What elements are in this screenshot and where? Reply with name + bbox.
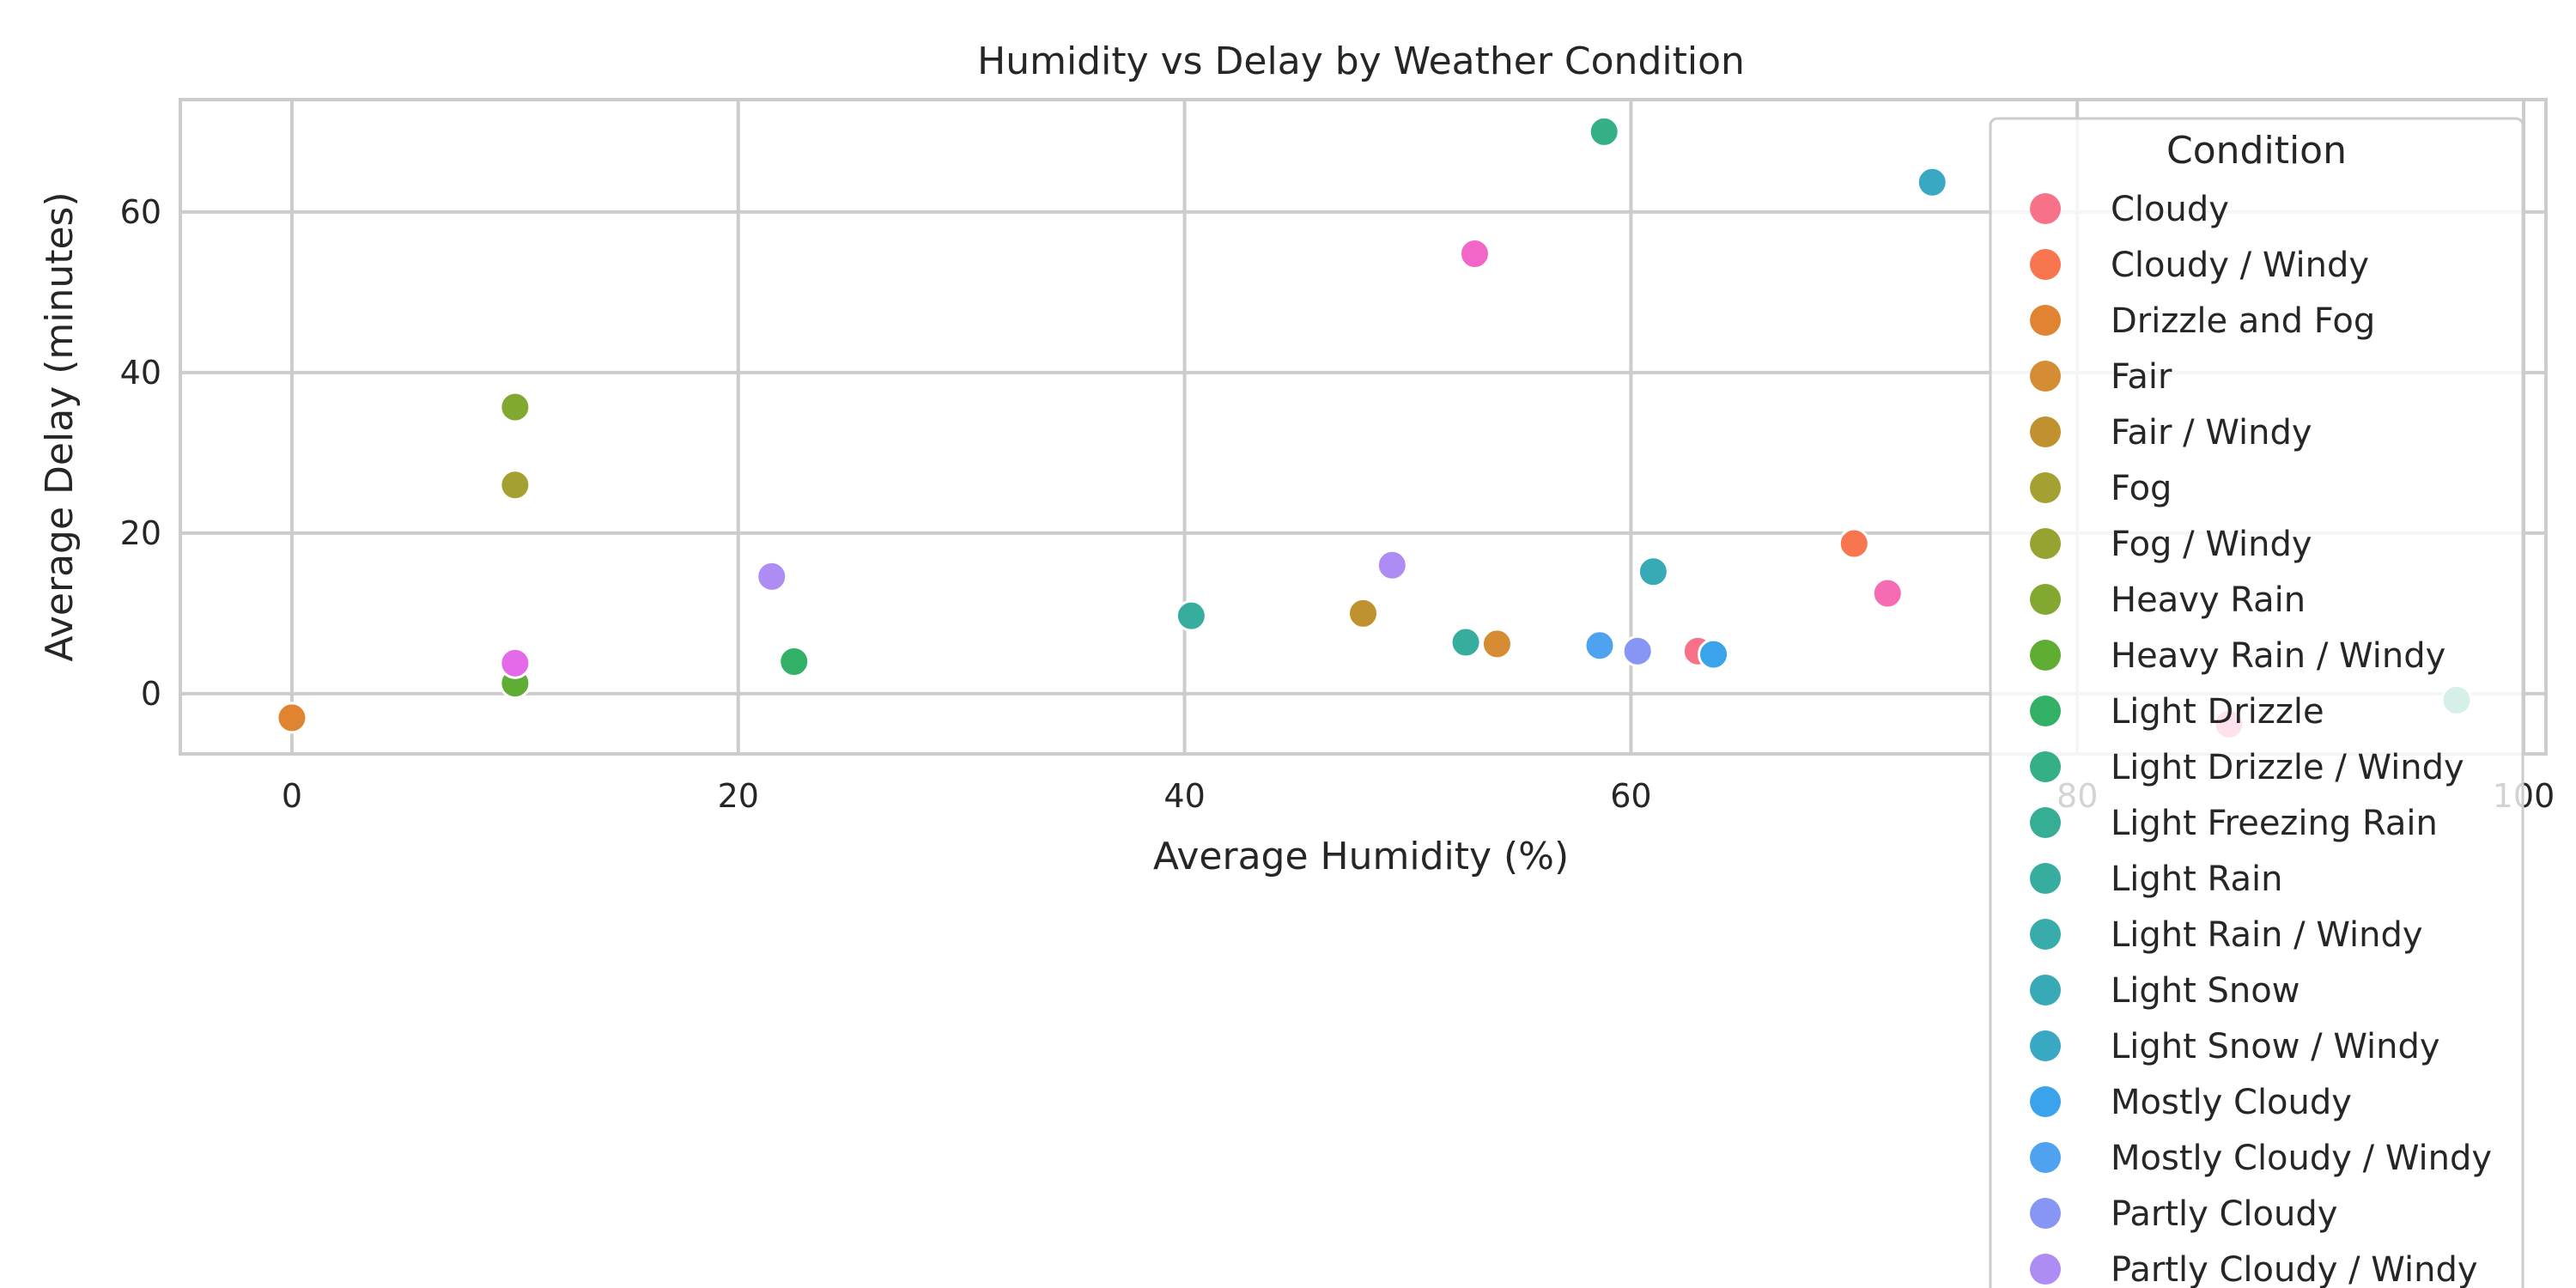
legend-marker: [2030, 919, 2061, 950]
legend-label: Cloudy / Windy: [2111, 246, 2369, 285]
data-point: [1175, 599, 1207, 632]
data-point: [756, 560, 788, 592]
legend-marker: [2030, 361, 2061, 392]
data-point: [1637, 556, 1669, 588]
legend-label: Light Freezing Rain: [2111, 804, 2438, 843]
legend-marker: [2030, 696, 2061, 726]
data-point: [1588, 115, 1620, 148]
legend-label: Drizzle and Fog: [2111, 301, 2375, 341]
legend-marker: [2030, 863, 2061, 894]
legend-label: Light Drizzle: [2111, 692, 2324, 732]
data-point: [1838, 527, 1870, 560]
legend-marker: [2030, 416, 2061, 447]
data-points: [276, 115, 2473, 740]
y-axis-label: Average Delay (minutes): [38, 191, 82, 661]
legend-label: Light Rain / Windy: [2111, 915, 2423, 955]
legend-marker: [2030, 1254, 2061, 1285]
data-point: [1583, 629, 1616, 662]
legend-marker: [2030, 528, 2061, 559]
legend-label: Light Snow: [2111, 971, 2300, 1011]
plot-frame: [179, 98, 2548, 756]
legend-label: Heavy Rain / Windy: [2111, 636, 2445, 676]
legend-marker: [2030, 584, 2061, 615]
legend-label: Light Rain: [2111, 860, 2282, 899]
legend-label: Fog: [2111, 469, 2172, 508]
y-tick-label: 60: [120, 193, 161, 231]
data-point: [1347, 597, 1379, 629]
legend-marker: [2030, 1198, 2061, 1229]
legend-items: Cloudy Cloudy / Windy Drizzle and Fog Fair F…: [2030, 190, 2492, 1288]
y-tick-label: 0: [141, 675, 161, 713]
legend-marker: [2030, 1086, 2061, 1117]
legend-marker: [2030, 975, 2061, 1005]
y-tick-label: 20: [120, 514, 161, 552]
legend-marker: [2030, 807, 2061, 838]
legend-marker: [2030, 1142, 2061, 1173]
legend-marker: [2030, 249, 2061, 280]
data-point: [1621, 635, 1654, 667]
data-point: [1376, 549, 1408, 581]
data-point: [1449, 626, 1482, 659]
data-point: [1480, 628, 1513, 660]
tick-labels: 0204060801000204060: [120, 193, 2555, 815]
legend-marker: [2030, 1030, 2061, 1061]
x-tick-label: 20: [718, 777, 759, 815]
data-point: [1698, 638, 1730, 671]
legend-title: Condition: [2166, 129, 2347, 173]
x-tick-label: 60: [1610, 777, 1651, 815]
chart-title: Humidity vs Delay by Weather Condition: [977, 39, 1745, 83]
legend-label: Mostly Cloudy: [2111, 1083, 2352, 1122]
legend-label: Light Drizzle / Windy: [2111, 748, 2464, 787]
legend-marker: [2030, 640, 2061, 671]
data-point: [499, 469, 532, 501]
legend-label: Cloudy: [2111, 190, 2229, 229]
legend-label: Partly Cloudy: [2111, 1194, 2337, 1234]
data-point: [1871, 577, 1904, 610]
legend-label: Fair: [2111, 357, 2172, 397]
y-tick-label: 40: [120, 354, 161, 392]
legend-label: Fog / Windy: [2111, 525, 2312, 564]
legend-label: Mostly Cloudy / Windy: [2111, 1139, 2492, 1178]
x-tick-label: 0: [282, 777, 302, 815]
legend-label: Fair / Windy: [2111, 413, 2312, 453]
data-point: [778, 645, 811, 677]
data-point: [499, 647, 532, 679]
legend-label: Heavy Rain: [2111, 580, 2306, 620]
legend-marker: [2030, 305, 2061, 336]
data-point: [1458, 238, 1491, 270]
x-tick-label: 40: [1163, 777, 1205, 815]
legend-frame: [1989, 117, 2524, 1288]
legend-marker: [2030, 751, 2061, 782]
legend-marker: [2030, 472, 2061, 503]
legend-label: Partly Cloudy / Windy: [2111, 1250, 2478, 1288]
x-axis-label: Average Humidity (%): [1153, 835, 1569, 878]
data-point: [1916, 166, 1948, 198]
legend-label: Light Snow / Windy: [2111, 1027, 2440, 1066]
data-point: [499, 391, 532, 423]
legend: Condition Cloudy Cloudy / Windy Drizzle an…: [1989, 117, 2524, 1288]
legend-marker: [2030, 193, 2061, 224]
data-point: [276, 702, 308, 734]
